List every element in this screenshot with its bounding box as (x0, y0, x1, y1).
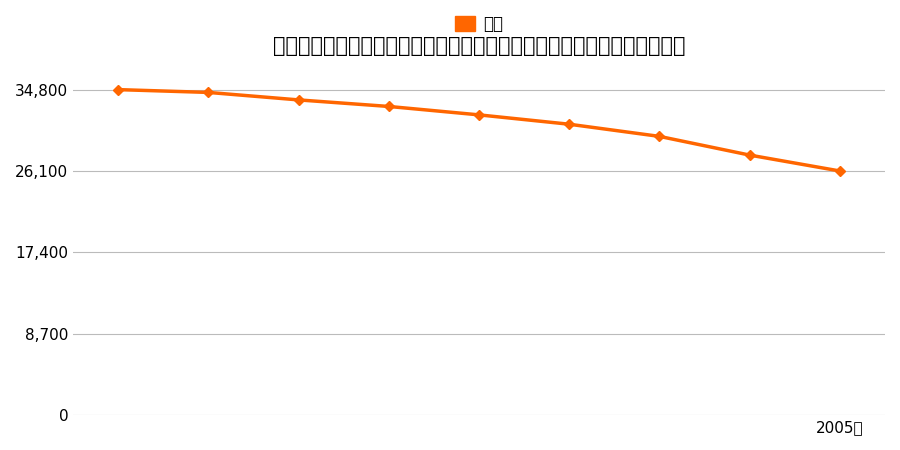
Title: 佐賀県佐賀郡諸富町大字為重字石塚分三本松三角４０１番１外の地価推移: 佐賀県佐賀郡諸富町大字為重字石塚分三本松三角４０１番１外の地価推移 (273, 36, 685, 56)
Legend: 価格: 価格 (454, 15, 503, 33)
